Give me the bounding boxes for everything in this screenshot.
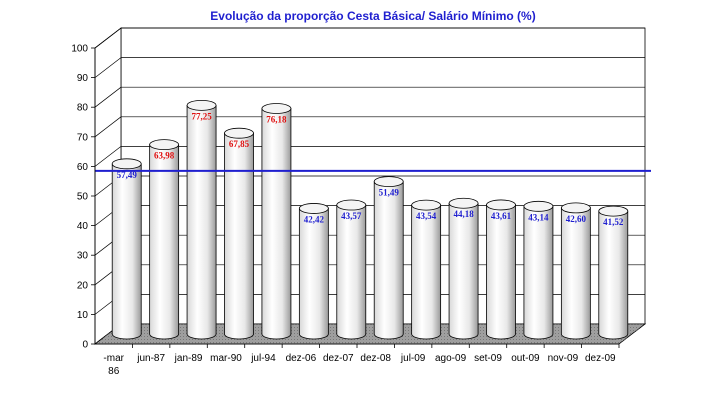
x-tick-label: out-09: [511, 353, 540, 364]
x-tick-label: dez-06: [286, 353, 317, 364]
bar-top: [261, 103, 292, 114]
data-label: 77,25: [191, 111, 212, 121]
gridline-side: [94, 57, 122, 78]
x-tick-label: dez-09: [585, 353, 616, 364]
data-label: 43,14: [528, 212, 549, 222]
bar-top: [448, 197, 479, 209]
bar: [560, 202, 591, 340]
y-tick-label: 100: [71, 44, 88, 55]
bar-top: [598, 205, 629, 217]
bar-top: [523, 200, 554, 212]
y-tick-label: 10: [77, 310, 89, 321]
gridline-side: [94, 116, 122, 138]
bar-body: [149, 144, 180, 340]
data-label: 41,52: [603, 217, 624, 227]
bar-body: [336, 204, 367, 340]
bar: [448, 197, 479, 340]
x-tick-label: mar-90: [210, 353, 242, 364]
gridline-side: [94, 27, 122, 49]
x-tick-label: 86: [108, 366, 120, 377]
data-label: 67,85: [229, 139, 250, 149]
y-tick-label: 20: [77, 280, 89, 291]
bar-body: [224, 132, 254, 340]
data-label: 63,98: [154, 151, 175, 161]
bar: [411, 199, 442, 340]
bar-body: [298, 208, 329, 340]
data-label: 43,61: [491, 211, 512, 221]
data-label: 76,18: [266, 115, 287, 125]
bar: [486, 199, 516, 340]
bar-body: [560, 207, 591, 340]
bar: [298, 203, 329, 340]
bar: [598, 205, 629, 340]
data-label: 42,60: [566, 214, 587, 224]
y-tick-label: 60: [77, 162, 89, 173]
bar-body: [261, 108, 292, 340]
bar: [261, 103, 292, 340]
bar-top: [186, 99, 217, 111]
y-tick-label: 80: [77, 103, 89, 114]
y-tick-label: 50: [77, 192, 89, 203]
y-tick-label: 90: [77, 73, 89, 84]
data-label: 42,42: [304, 214, 325, 224]
bar-top: [373, 176, 404, 187]
chart-title: Evolução da proporção Cesta Básica/ Salá…: [210, 9, 536, 23]
data-label: 43,57: [341, 211, 362, 221]
bar-top: [149, 139, 180, 151]
bar-body: [186, 104, 217, 340]
x-tick-label: set-09: [474, 353, 502, 364]
bar-top: [111, 158, 142, 170]
x-tick-label: ago-09: [435, 353, 467, 364]
data-label: 43,54: [416, 211, 437, 221]
bar-body: [111, 163, 142, 340]
bar-body: [486, 204, 516, 340]
y-axis-ticks: 0 10 20 30 40 50 60 70 80 90 100: [71, 44, 96, 351]
y-tick-label: 70: [77, 132, 89, 143]
x-tick-label: dez-07: [323, 353, 354, 364]
x-tick-label: -mar: [103, 353, 124, 364]
x-axis-ticks: -mar 86 jun-87 jan-89 mar-90 jul-94 dez-06 dez-…: [95, 343, 620, 377]
data-label: 51,49: [379, 188, 400, 198]
x-tick-label: jan-89: [174, 353, 203, 364]
x-tick-label: jun-87: [136, 353, 165, 364]
bar-body: [448, 202, 479, 340]
data-labels: 57,49 63,98 77,25 67,85 76,18 42,42 43,57 51,49…: [117, 111, 624, 227]
bar: [373, 176, 404, 340]
data-label: 57,49: [117, 170, 138, 180]
bars: [111, 99, 629, 340]
bar-body: [598, 210, 629, 340]
data-label: 44,18: [453, 209, 474, 219]
bar-top: [486, 199, 516, 211]
x-tick-label: dez-08: [360, 353, 391, 364]
x-tick-label: jul-94: [250, 353, 276, 364]
bar: [224, 127, 254, 340]
bar-top: [336, 199, 367, 211]
bar: [186, 99, 217, 340]
bar: [336, 199, 367, 340]
gridline-side: [94, 146, 122, 167]
y-tick-label: 40: [77, 221, 89, 232]
y-tick-label: 0: [82, 340, 88, 351]
bar: [523, 200, 554, 340]
bar-top: [298, 203, 329, 214]
bar-top: [224, 127, 254, 139]
bar-body: [411, 204, 442, 340]
bar-body: [523, 205, 554, 340]
bar: [111, 158, 142, 340]
bar-top: [560, 202, 591, 214]
gridline-side: [94, 86, 122, 108]
bar-top: [411, 199, 442, 211]
y-tick-label: 30: [77, 251, 89, 262]
x-tick-label: jul-09: [400, 353, 426, 364]
bar: [149, 139, 180, 340]
bar-body: [373, 181, 404, 340]
x-tick-label: nov-09: [548, 353, 579, 364]
